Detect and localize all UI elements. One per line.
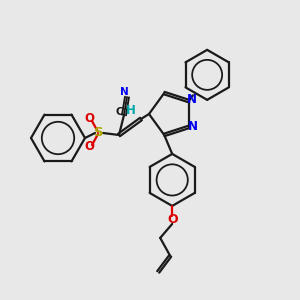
Text: C: C (115, 107, 123, 117)
Text: N: N (120, 87, 128, 97)
Text: H: H (126, 104, 136, 118)
Text: S: S (94, 127, 104, 140)
Text: O: O (84, 140, 94, 154)
Text: N: N (188, 120, 198, 134)
Text: O: O (167, 213, 178, 226)
Text: N: N (187, 93, 197, 106)
Text: O: O (84, 112, 94, 125)
